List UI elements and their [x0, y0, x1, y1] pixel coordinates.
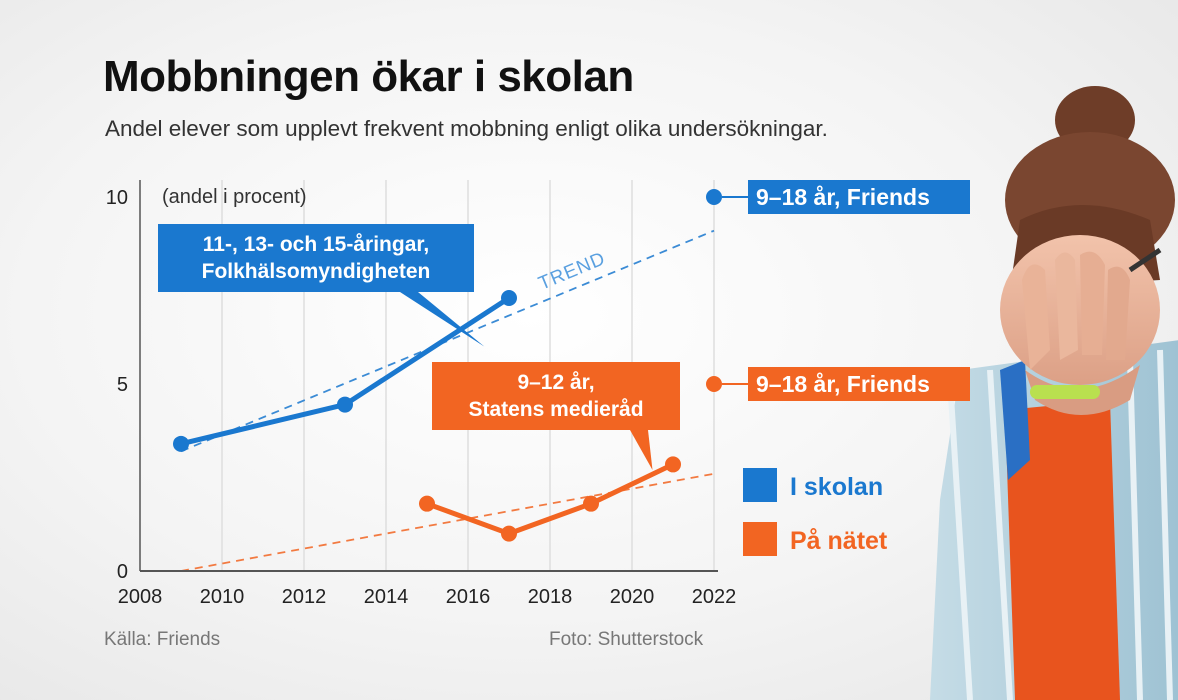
- y-tick-label-0: 0: [117, 561, 128, 583]
- data-point-school-2017: [501, 289, 517, 306]
- legend-label-school: I skolan: [790, 473, 883, 501]
- callout-pointer-school: [400, 292, 485, 347]
- callout-pointer-online: [630, 430, 653, 471]
- axes: 2008 2010 2012 2014 2016 2018 2020 2022 0 5 10 (and…: [106, 180, 737, 608]
- callout-text-school-0: 11-, 13- och 15-åringar,: [203, 233, 429, 256]
- x-tick-label-2008: 2008: [118, 586, 163, 608]
- series-line-online: [426, 462, 675, 537]
- data-point-online-2019: [583, 495, 599, 512]
- callout-text-school-1: Folkhälsomyndigheten: [202, 260, 431, 283]
- callout-box-school: [158, 224, 474, 292]
- photo-credit: Foto: Shutterstock: [549, 629, 704, 650]
- data-point-school-2009: [173, 435, 189, 452]
- photo-girl-covering-face: [930, 86, 1178, 700]
- friends-label-school: 9–18 år, Friends: [756, 184, 930, 210]
- data-point-online-2015: [419, 495, 435, 512]
- friends-label-online: 9–18 år, Friends: [756, 371, 930, 397]
- data-series: [173, 189, 748, 542]
- chart-subtitle: Andel elever som upplevt frekvent mobbni…: [105, 116, 828, 141]
- callouts: 9–18 år, Friends 9–18 år, Friends 11-, 13-…: [158, 180, 970, 471]
- x-tick-label-2012: 2012: [282, 586, 327, 608]
- chart-title: Mobbningen ökar i skolan: [103, 52, 634, 101]
- trend-label: TREND: [536, 248, 609, 294]
- x-tick-label-2010: 2010: [200, 586, 245, 608]
- source-note: Källa: Friends: [104, 629, 221, 650]
- data-point-school-2013: [337, 396, 353, 413]
- x-tick-label-2022: 2022: [692, 586, 737, 608]
- legend-swatch-online: [743, 522, 777, 556]
- data-point-online-2021: [665, 456, 681, 473]
- friends-label-box-school: [748, 180, 970, 214]
- friends-point-school: [706, 189, 722, 205]
- legend-label-online: På nätet: [790, 527, 888, 555]
- callout-text-online-0: 9–12 år,: [517, 371, 594, 394]
- friends-label-box-online: [748, 367, 970, 401]
- data-point-online-2017: [501, 525, 517, 542]
- x-tick-label-2020: 2020: [610, 586, 655, 608]
- callout-text-online-1: Statens medieråd: [468, 398, 643, 421]
- x-tick-label-2018: 2018: [528, 586, 573, 608]
- x-tick-label-2016: 2016: [446, 586, 491, 608]
- legend-swatch-school: [743, 468, 777, 502]
- y-tick-label-10: 10: [106, 187, 128, 209]
- trend-line-online: [180, 472, 715, 572]
- friends-point-online: [706, 376, 722, 392]
- x-tick-label-2014: 2014: [364, 586, 409, 608]
- legend: I skolan På nätet: [743, 468, 888, 556]
- callout-box-online: [432, 362, 680, 430]
- unit-label: (andel i procent): [162, 186, 307, 208]
- trend-line-school: [180, 229, 715, 453]
- y-tick-label-5: 5: [117, 374, 128, 396]
